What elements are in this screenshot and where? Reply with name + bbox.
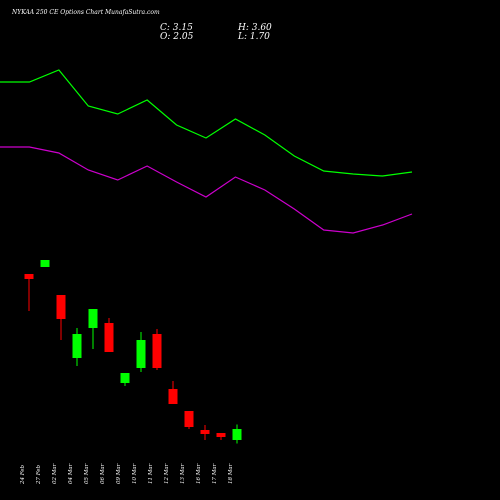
line-series — [0, 69, 413, 177]
candle-body — [40, 260, 50, 267]
ohlc-open: O: 2.05 — [160, 32, 194, 42]
x-tick-label: 18 Mar — [228, 463, 234, 484]
candle-body — [152, 334, 162, 368]
candle-body — [200, 430, 210, 434]
x-tick-label: 02 Mar — [52, 463, 58, 484]
x-tick-label: 11 Mar — [148, 463, 154, 484]
candle-body — [104, 323, 114, 352]
candle-body — [216, 433, 226, 437]
line-series — [0, 146, 413, 234]
candle-body — [168, 389, 178, 404]
x-tick-label: 09 Mar — [116, 463, 122, 484]
candle-body — [88, 309, 98, 328]
candle-body — [72, 334, 82, 358]
x-tick-label: 06 Mar — [100, 463, 106, 484]
x-tick-label: 10 Mar — [132, 463, 138, 484]
chart-title: NYKAA 250 CE Options Chart MunafaSutra.c… — [11, 9, 160, 16]
candle-body — [232, 429, 242, 440]
ohlc-high: H: 3.60 — [237, 23, 272, 33]
x-tick-label: 17 Mar — [212, 463, 218, 484]
ohlc-low: L: 1.70 — [237, 32, 270, 42]
x-tick-label: 13 Mar — [180, 463, 186, 484]
x-tick-label: 16 Mar — [196, 463, 202, 484]
candle-body — [120, 373, 130, 383]
x-tick-label: 27 Feb — [36, 464, 42, 485]
ohlc-close: C: 3.15 — [160, 23, 193, 33]
x-tick-label: 05 Mar — [84, 463, 90, 484]
candle-body — [184, 411, 194, 427]
x-tick-label: 04 Mar — [68, 463, 74, 484]
x-tick-label: 12 Mar — [164, 463, 170, 484]
candle-body — [136, 340, 146, 368]
x-tick-label: 24 Feb — [20, 464, 26, 485]
candle-body — [56, 295, 66, 319]
candle-body — [24, 274, 34, 279]
